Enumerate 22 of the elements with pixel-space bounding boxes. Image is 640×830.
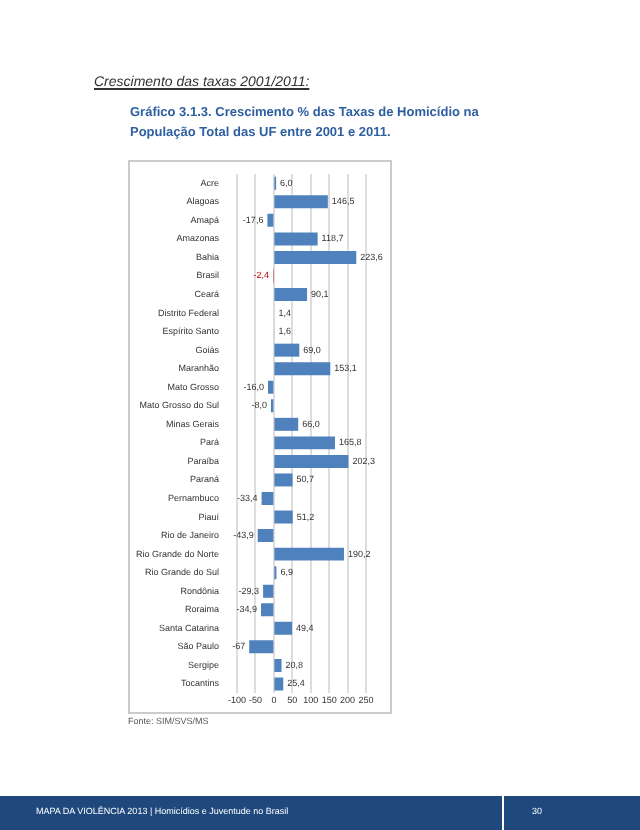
bar [274, 417, 299, 431]
bar [274, 362, 331, 376]
bar [274, 547, 344, 561]
bar [267, 380, 274, 394]
bar [274, 250, 357, 264]
bar [274, 232, 318, 246]
bar [257, 529, 274, 543]
bar [249, 640, 274, 654]
bar [261, 603, 274, 617]
bar [261, 492, 274, 505]
bar [274, 343, 300, 357]
bar [274, 621, 293, 635]
bar [263, 584, 274, 598]
bar [274, 454, 349, 468]
bar [274, 677, 284, 691]
bar [274, 195, 328, 209]
bar [274, 436, 335, 450]
bar [274, 658, 282, 672]
bar [274, 288, 308, 302]
bar [267, 213, 274, 227]
bar [274, 473, 293, 487]
bar [274, 510, 293, 524]
